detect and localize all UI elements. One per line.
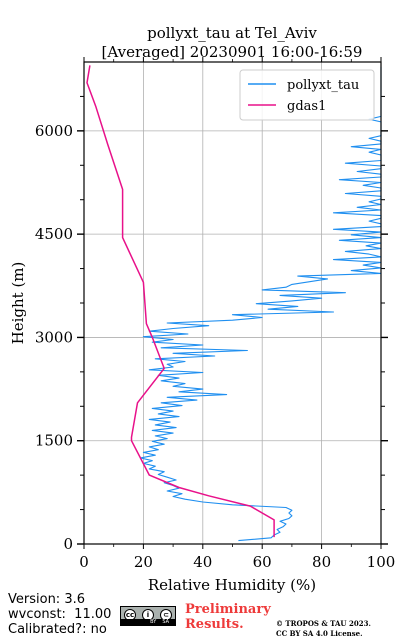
x-tick-label: 40 bbox=[193, 553, 212, 571]
y-tick-label: 4500 bbox=[35, 225, 73, 243]
cc-sa-label: SA bbox=[162, 619, 169, 625]
cc-by-label: BY bbox=[150, 619, 157, 625]
copyright-line2: CC BY SA 4.0 License. bbox=[276, 629, 363, 638]
series-line-gdas1 bbox=[86, 65, 275, 538]
wvconst-text: wvconst: 11.00 bbox=[8, 607, 112, 622]
x-tick-label: 0 bbox=[79, 553, 89, 571]
y-tick-label: 0 bbox=[63, 535, 73, 553]
chart-title-line1: pollyxt_tau at Tel_Aviv bbox=[147, 24, 317, 42]
legend-label-pollyxt-tau: pollyxt_tau bbox=[287, 78, 359, 93]
y-tick-label: 6000 bbox=[35, 122, 73, 140]
copyright-notice: © TROPOS & TAU 2023. CC BY SA 4.0 Licens… bbox=[276, 619, 371, 639]
series-layer bbox=[86, 65, 382, 542]
footer-info: Version: 3.6 wvconst: 11.00 Calibrated?:… bbox=[8, 592, 111, 637]
preliminary-line1: Preliminary bbox=[185, 602, 271, 617]
legend-box bbox=[239, 69, 375, 121]
grid-lines bbox=[84, 62, 381, 544]
y-tick-label: 1500 bbox=[35, 432, 73, 450]
legend-label-gdas1: gdas1 bbox=[287, 99, 326, 114]
chart-title-line2: [Averaged] 20230901 16:00-16:59 bbox=[102, 43, 363, 61]
preliminary-results-notice: Preliminary Results. bbox=[185, 602, 271, 632]
preliminary-line2: Results. bbox=[185, 617, 244, 632]
copyright-line1: © TROPOS & TAU 2023. bbox=[276, 619, 371, 628]
y-axis-label: Height (m) bbox=[9, 262, 27, 345]
tick-layer: 0 20 40 60 80 100 0 1500 3000 4500 6000 bbox=[35, 57, 396, 571]
axes-frame bbox=[83, 61, 382, 545]
x-tick-label: 60 bbox=[253, 553, 272, 571]
x-tick-label: 80 bbox=[312, 553, 331, 571]
series-line-pollyxt-tau bbox=[139, 66, 382, 542]
calibrated-text: Calibrated?: no bbox=[8, 622, 107, 637]
version-text: Version: 3.6 bbox=[8, 592, 85, 607]
cc-badge-labels: BY SA bbox=[121, 619, 175, 625]
creative-commons-icon: cc i ⊂ BY SA bbox=[120, 606, 176, 626]
y-tick-label: 3000 bbox=[35, 328, 73, 346]
x-tick-label: 20 bbox=[134, 553, 153, 571]
x-axis-label: Relative Humidity (%) bbox=[148, 576, 316, 594]
x-tick-label: 100 bbox=[367, 553, 396, 571]
chart-legend: pollyxt_tau gdas1 bbox=[239, 69, 375, 121]
